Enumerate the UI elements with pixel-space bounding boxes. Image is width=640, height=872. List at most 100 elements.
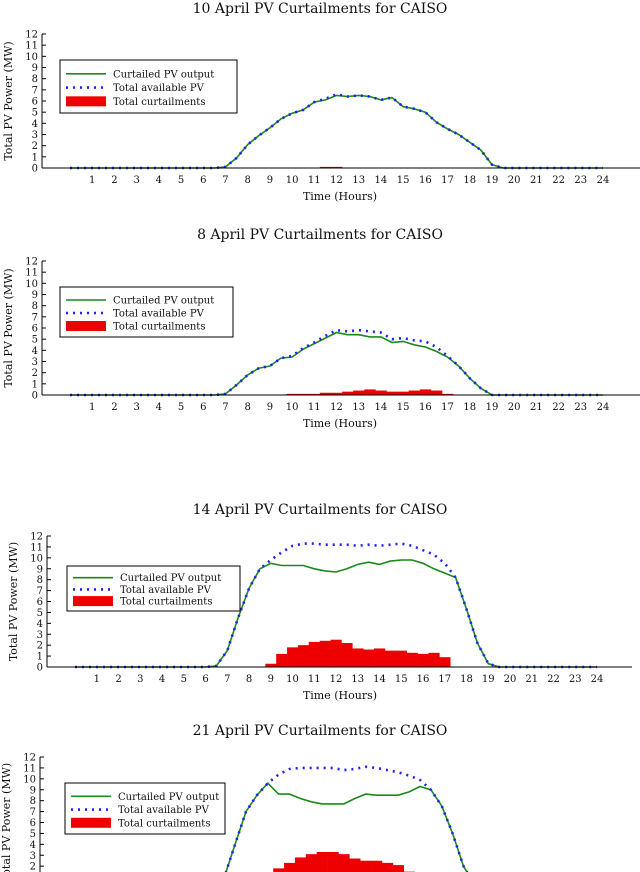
x-tick-label: 15 (395, 674, 408, 685)
y-tick-label: 12 (23, 753, 36, 764)
x-tick-label: 23 (574, 175, 587, 186)
x-tick-label: 10 (286, 674, 299, 685)
curtailment-bar (286, 393, 298, 395)
y-tick-label: 5 (32, 108, 38, 119)
x-tick-label: 16 (417, 674, 430, 685)
y-tick-label: 2 (30, 862, 36, 872)
chart-title: 21 April PV Curtailments for CAISO (193, 723, 448, 739)
y-tick-label: 11 (30, 542, 43, 553)
y-tick-label: 10 (25, 279, 38, 290)
y-tick-label: 6 (37, 597, 43, 608)
curtailed-pv-line (70, 331, 603, 396)
curtailment-bar (308, 641, 320, 667)
curtailment-bar (330, 166, 343, 168)
y-tick-label: 3 (32, 130, 38, 141)
x-tick-label: 22 (552, 402, 565, 413)
x-tick-label: 19 (486, 175, 499, 186)
curtailment-bar (316, 851, 328, 872)
curtailment-bar (374, 648, 386, 667)
y-tick-label: 5 (30, 829, 36, 840)
y-tick-label: 2 (37, 641, 43, 652)
y-tick-label: 5 (37, 608, 43, 619)
y-tick-label: 6 (32, 324, 38, 335)
x-tick-label: 20 (504, 674, 517, 685)
y-tick-label: 4 (32, 346, 38, 357)
y-tick-label: 12 (30, 532, 43, 543)
x-tick-label: 9 (267, 175, 273, 186)
x-axis-label: Time (Hours) (303, 190, 377, 203)
curtailment-bar (327, 851, 339, 872)
x-tick-label: 4 (156, 175, 162, 186)
x-tick-label: 5 (181, 674, 187, 685)
x-tick-label: 1 (89, 175, 95, 186)
x-tick-label: 2 (111, 402, 117, 413)
y-axis-label: Total PV Power (MW) (0, 763, 13, 872)
chart-title: 10 April PV Curtailments for CAISO (193, 1, 448, 17)
x-tick-label: 18 (460, 674, 473, 685)
y-tick-label: 8 (32, 301, 38, 312)
y-tick-label: 10 (25, 52, 38, 63)
y-tick-label: 8 (30, 796, 36, 807)
curtailment-bar (397, 391, 409, 395)
curtailment-bar (284, 862, 296, 872)
legend-label: Total available PV (120, 585, 212, 596)
chart-1: 10 April PV Curtailments for CAISO012345… (2, 1, 640, 203)
y-tick-label: 10 (30, 553, 43, 564)
legend-label: Curtailed PV output (118, 792, 219, 803)
x-tick-label: 3 (137, 674, 143, 685)
curtailment-bar (417, 653, 429, 667)
y-tick-label: 9 (30, 785, 36, 796)
y-tick-label: 2 (32, 368, 38, 379)
y-tick-label: 6 (30, 818, 36, 829)
x-tick-label: 17 (438, 674, 451, 685)
legend: Curtailed PV output Total available PV Tot… (59, 286, 234, 338)
x-tick-label: 19 (482, 674, 495, 685)
legend-swatch-icon (66, 96, 106, 107)
curtailment-bar (276, 653, 288, 667)
x-tick-label: 3 (133, 175, 139, 186)
curtailment-bar (439, 657, 451, 667)
y-tick-label: 1 (32, 379, 38, 390)
x-tick-label: 23 (569, 674, 582, 685)
y-tick-label: 4 (32, 119, 38, 130)
y-tick-label: 3 (32, 357, 38, 368)
curtailment-bar (308, 393, 321, 395)
y-tick-label: 7 (32, 312, 38, 323)
legend-label: Total curtailments (113, 322, 205, 333)
y-tick-label: 5 (32, 335, 38, 346)
legend-label: Total available PV (113, 83, 205, 94)
y-tick-label: 1 (37, 652, 43, 663)
curtailment-bar (364, 389, 376, 395)
x-axis-label: Time (Hours) (303, 689, 377, 702)
y-tick-label: 4 (37, 619, 43, 630)
curtailment-bar (441, 393, 454, 395)
chart-3: 14 April PV Curtailments for CAISO012345… (7, 502, 632, 702)
x-tick-label: 4 (159, 674, 165, 685)
x-tick-label: 7 (222, 175, 228, 186)
curtailment-bar (287, 647, 299, 667)
x-tick-label: 12 (330, 674, 343, 685)
curtailment-bar (319, 640, 331, 667)
curtailed-pv-line (225, 782, 468, 872)
x-tick-label: 10 (286, 175, 299, 186)
y-tick-label: 0 (32, 391, 38, 402)
x-tick-label: 14 (375, 175, 388, 186)
y-tick-label: 12 (25, 30, 38, 41)
x-tick-label: 8 (244, 402, 250, 413)
x-tick-label: 20 (508, 175, 521, 186)
x-tick-label: 8 (246, 674, 252, 685)
x-tick-label: 6 (200, 175, 206, 186)
legend-label: Total available PV (113, 309, 205, 320)
x-tick-label: 21 (525, 674, 538, 685)
x-tick-label: 9 (268, 674, 274, 685)
y-tick-label: 7 (30, 807, 36, 818)
x-tick-label: 5 (178, 402, 184, 413)
x-tick-label: 13 (352, 175, 365, 186)
legend: Curtailed PV output Total available PV Tot… (59, 59, 238, 114)
curtailment-bar (395, 650, 407, 667)
x-tick-label: 7 (224, 674, 230, 685)
x-tick-label: 11 (308, 402, 321, 413)
y-tick-label: 0 (37, 663, 43, 674)
x-tick-label: 20 (508, 402, 521, 413)
legend-label: Curtailed PV output (120, 573, 221, 584)
